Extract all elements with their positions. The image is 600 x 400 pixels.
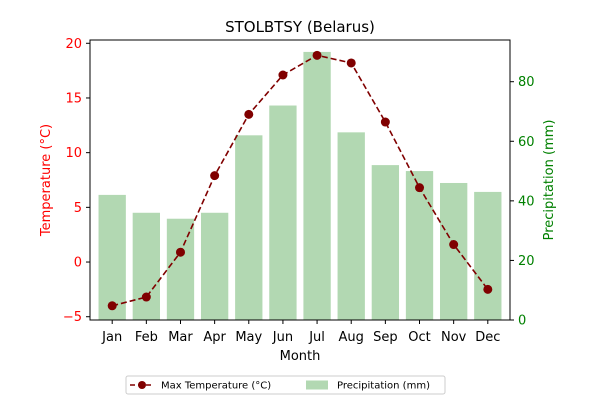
temperature-line-path xyxy=(111,54,489,307)
x-tick-label: Sep xyxy=(373,330,398,345)
left-tick-label: 5 xyxy=(74,201,82,216)
right-tick-label: 80 xyxy=(518,75,535,90)
legend-precipitation-label: Precipitation (mm) xyxy=(337,381,430,392)
left-tick-label: 0 xyxy=(74,256,82,271)
legend: Max Temperature (°C) Precipitation (mm) xyxy=(125,375,446,395)
precipitation-bar-feb xyxy=(132,212,160,320)
x-tick-label: Apr xyxy=(203,330,226,345)
precipitation-bar-oct xyxy=(405,171,434,320)
x-axis: Jan Feb Mar Apr May Jun Jul Aug Sep Oct Nov Dec xyxy=(101,320,500,345)
precipitation-bar-nov xyxy=(440,182,468,320)
x-tick-label: Mar xyxy=(168,330,193,345)
x-tick-label: Dec xyxy=(475,330,500,345)
precipitation-bar-jun xyxy=(269,105,297,320)
plot-frame xyxy=(89,39,511,321)
precipitation-bar-aug xyxy=(337,132,365,320)
left-tick-label: 15 xyxy=(65,91,82,106)
legend-temperature-marker xyxy=(138,381,146,389)
right-y-axis-label: Precipitation (mm) xyxy=(542,120,557,241)
temperature-point-dec xyxy=(483,284,493,294)
temperature-point-jun xyxy=(278,70,288,80)
x-tick-label: Feb xyxy=(135,330,158,345)
left-tick-label: −5 xyxy=(63,310,82,325)
temperature-point-nov xyxy=(449,240,459,250)
x-tick-label: Jul xyxy=(308,330,325,345)
temperature-point-jul xyxy=(312,50,322,60)
temperature-point-aug xyxy=(346,58,356,68)
left-tick-label: 10 xyxy=(65,146,82,161)
precipitation-bar-jul xyxy=(303,51,331,321)
legend-box xyxy=(125,375,446,395)
x-tick-label: Oct xyxy=(408,330,430,345)
right-tick-label: 0 xyxy=(518,314,526,329)
temperature-point-jan xyxy=(107,301,117,311)
precipitation-bar-may xyxy=(235,135,263,320)
left-tick-label: 20 xyxy=(65,37,82,52)
x-tick-label: Jun xyxy=(272,330,293,345)
precipitation-bar-mar xyxy=(166,218,195,320)
temperature-point-mar xyxy=(175,247,185,257)
left-y-axis: −5 0 5 10 15 20 xyxy=(63,37,90,325)
temperature-point-apr xyxy=(210,171,220,181)
chart-title: STOLBTSY (Belarus) xyxy=(225,18,375,36)
x-tick-label: Aug xyxy=(339,330,364,345)
right-y-axis: 0 20 40 60 80 xyxy=(510,75,535,329)
precipitation-bars xyxy=(98,51,502,321)
precipitation-bar-sep xyxy=(371,165,400,320)
x-axis-label: Month xyxy=(280,349,321,364)
precipitation-bar-jan xyxy=(98,194,126,320)
left-y-axis-label: Temperature (°C) xyxy=(39,124,54,237)
right-tick-label: 60 xyxy=(518,135,535,150)
temperature-point-oct xyxy=(415,183,425,193)
x-tick-label: Nov xyxy=(441,330,467,345)
x-tick-label: Jan xyxy=(101,330,122,345)
precipitation-bar-apr xyxy=(200,212,229,320)
temperature-point-sep xyxy=(380,117,390,127)
legend-precipitation-swatch xyxy=(306,380,328,390)
x-tick-label: May xyxy=(235,330,262,345)
temperature-point-feb xyxy=(141,292,151,302)
temperature-point-may xyxy=(244,109,254,119)
precipitation-bar-dec xyxy=(474,191,502,320)
legend-temperature-label: Max Temperature (°C) xyxy=(161,381,271,392)
right-tick-label: 40 xyxy=(518,194,535,209)
right-tick-label: 20 xyxy=(518,254,535,269)
temperature-line xyxy=(107,50,493,311)
